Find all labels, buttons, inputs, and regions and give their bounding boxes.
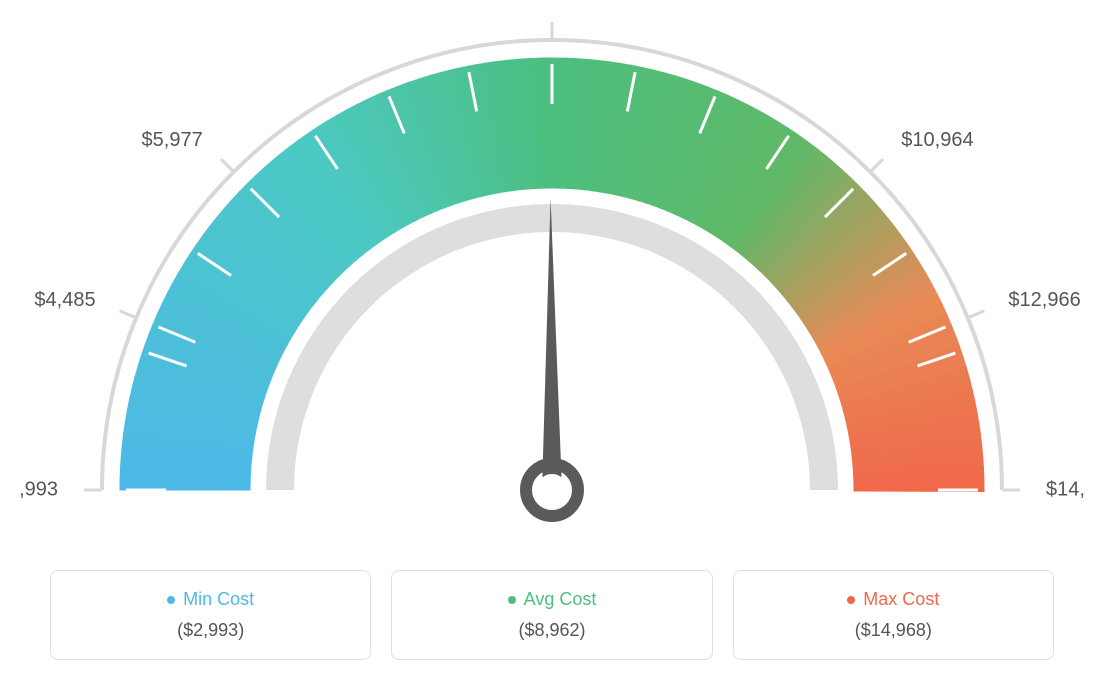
legend-label-min: Min Cost bbox=[183, 589, 254, 610]
legend-label-avg: Avg Cost bbox=[524, 589, 597, 610]
legend-value-max: ($14,968) bbox=[754, 620, 1033, 641]
legend-dot-avg bbox=[508, 596, 516, 604]
gauge-tick-label: $4,485 bbox=[34, 289, 95, 311]
cost-gauge-chart: $2,993$4,485$5,977$8,962$10,964$12,966$1… bbox=[20, 20, 1084, 660]
gauge-tick-major bbox=[968, 311, 985, 318]
gauge-hub-center bbox=[536, 474, 568, 506]
gauge-needle bbox=[542, 198, 562, 490]
legend-row: Min Cost ($2,993) Avg Cost ($8,962) Max … bbox=[20, 570, 1084, 660]
legend-title-row: Max Cost bbox=[754, 589, 1033, 610]
legend-card-avg: Avg Cost ($8,962) bbox=[391, 570, 712, 660]
gauge-tick-major bbox=[870, 159, 883, 172]
legend-dot-max bbox=[847, 596, 855, 604]
gauge-tick-label: $2,993 bbox=[20, 478, 58, 500]
legend-card-max: Max Cost ($14,968) bbox=[733, 570, 1054, 660]
legend-value-avg: ($8,962) bbox=[412, 620, 691, 641]
legend-card-min: Min Cost ($2,993) bbox=[50, 570, 371, 660]
gauge-svg: $2,993$4,485$5,977$8,962$10,964$12,966$1… bbox=[20, 20, 1084, 540]
gauge-tick-label: $14,968 bbox=[1046, 478, 1084, 500]
legend-value-min: ($2,993) bbox=[71, 620, 350, 641]
gauge-tick-label: $12,966 bbox=[1008, 289, 1080, 311]
legend-dot-min bbox=[167, 596, 175, 604]
gauge-tick-label: $10,964 bbox=[901, 129, 973, 151]
gauge-tick-major bbox=[120, 311, 137, 318]
legend-title-row: Avg Cost bbox=[412, 589, 691, 610]
legend-title-row: Min Cost bbox=[71, 589, 350, 610]
gauge-tick-major bbox=[221, 159, 234, 172]
legend-label-max: Max Cost bbox=[863, 589, 939, 610]
gauge-tick-label: $5,977 bbox=[142, 129, 203, 151]
